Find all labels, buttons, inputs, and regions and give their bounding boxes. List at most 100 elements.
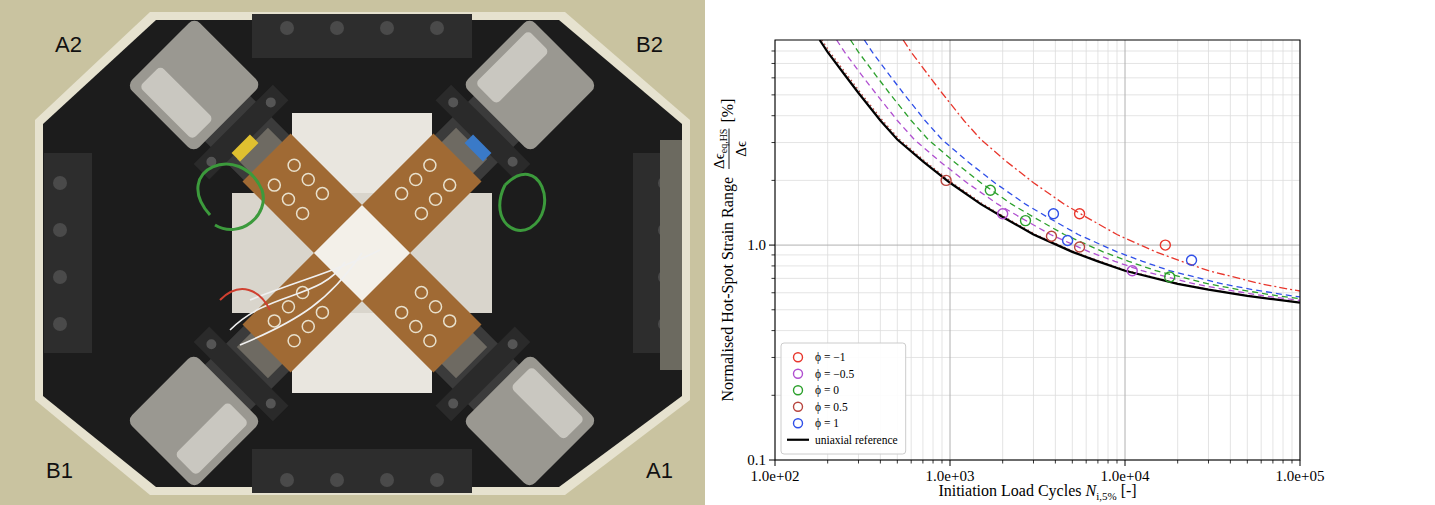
y-axis-title-denominator: Δϵ bbox=[733, 141, 749, 157]
data-point bbox=[1127, 266, 1137, 276]
minor-tick-x bbox=[922, 460, 923, 464]
tick-y bbox=[769, 460, 775, 461]
minor-grid-x bbox=[1002, 40, 1003, 460]
minor-grid-y bbox=[775, 50, 1300, 51]
bolt bbox=[53, 270, 67, 284]
bolt bbox=[506, 337, 520, 351]
hole bbox=[413, 205, 430, 222]
bolt bbox=[53, 223, 67, 237]
plot-frame bbox=[775, 40, 1300, 460]
side-plate bbox=[660, 140, 682, 370]
legend-entry: ϕ = 1 bbox=[794, 417, 840, 430]
minor-grid-x bbox=[922, 40, 923, 460]
y-axis-title-inner: Normalised Hot-Spot Strain RangeΔϵeq,HSΔ… bbox=[711, 99, 749, 402]
corner-label: B2 bbox=[636, 32, 663, 57]
bolt bbox=[430, 473, 444, 487]
legend: ϕ = −1 ϕ = −0.5 ϕ = 0 ϕ = 0.5 ϕ = 1 uniaxial … bbox=[781, 343, 906, 454]
minor-tick-y bbox=[772, 292, 776, 293]
bolt bbox=[330, 21, 344, 35]
tick-x bbox=[1125, 460, 1126, 466]
bolt bbox=[280, 473, 294, 487]
hole bbox=[314, 185, 331, 202]
fit-line bbox=[822, 40, 1300, 303]
wall-shade bbox=[0, 0, 705, 505]
tag bbox=[232, 135, 259, 162]
minor-tick-x bbox=[1116, 460, 1117, 464]
minor-grid-x bbox=[1283, 40, 1284, 460]
minor-tick-x bbox=[1097, 460, 1098, 464]
x-axis-title-subscript: i,5% bbox=[1096, 490, 1116, 502]
minor-tick-x bbox=[941, 460, 942, 464]
minor-tick-y bbox=[772, 142, 776, 143]
hole bbox=[314, 304, 331, 321]
minor-tick-y bbox=[772, 63, 776, 64]
x-axis-title: Initiation Load Cycles Ni,5% [-] bbox=[938, 482, 1136, 502]
hole bbox=[266, 177, 283, 194]
hole bbox=[280, 298, 297, 315]
fit-line bbox=[864, 40, 1300, 299]
data-point bbox=[1075, 242, 1085, 252]
hole bbox=[393, 304, 410, 321]
minor-grid-x bbox=[1247, 40, 1248, 460]
minor-grid-x bbox=[941, 40, 942, 460]
legend-label: ϕ = −0.5 bbox=[815, 368, 854, 381]
legend-entry: uniaxial reference bbox=[787, 434, 898, 446]
actuator-highlight bbox=[175, 401, 249, 475]
data bbox=[820, 40, 1300, 303]
minor-grid-x bbox=[1291, 40, 1292, 460]
minor-tick-y bbox=[772, 50, 776, 51]
hole bbox=[427, 298, 444, 315]
wire bbox=[198, 164, 263, 229]
minor-grid-y bbox=[775, 330, 1300, 331]
hole bbox=[421, 332, 438, 349]
tick-label-y: 1.0 bbox=[747, 237, 766, 253]
minor-tick-x bbox=[1208, 460, 1209, 464]
bolt bbox=[264, 95, 278, 109]
hole bbox=[407, 318, 424, 335]
hole bbox=[280, 191, 297, 208]
fit-line bbox=[837, 40, 1300, 303]
bolt bbox=[330, 473, 344, 487]
minor-grid-y bbox=[775, 309, 1300, 310]
y-axis-title-unit: [%] bbox=[719, 99, 736, 123]
minor-tick-y bbox=[772, 278, 776, 279]
minor-tick-x bbox=[1230, 460, 1231, 464]
minor-tick-x bbox=[1283, 460, 1284, 464]
data-point bbox=[941, 175, 951, 185]
bolt bbox=[430, 21, 444, 35]
minor-tick-x bbox=[1055, 460, 1056, 464]
legend-marker bbox=[794, 386, 803, 395]
minor-grid-x bbox=[1108, 40, 1109, 460]
minor-tick-y bbox=[772, 254, 776, 255]
legend-label: ϕ = 0 bbox=[815, 384, 839, 397]
hole bbox=[286, 332, 303, 349]
minor-tick-x bbox=[1033, 460, 1034, 464]
minor-grid-y bbox=[775, 254, 1300, 255]
minor-tick-x bbox=[1291, 460, 1292, 464]
legend-marker bbox=[794, 419, 803, 428]
minor-grid-x bbox=[933, 40, 934, 460]
y-axis-title-numerator-symbol: Δϵ bbox=[711, 153, 727, 169]
legend-entry: ϕ = 0 bbox=[794, 384, 840, 397]
hole bbox=[300, 171, 317, 188]
photo-panel: A2B2B1A1 bbox=[0, 0, 705, 505]
tick-label-x: 1.0e+02 bbox=[751, 468, 800, 484]
legend-box bbox=[781, 343, 906, 454]
legend-label: ϕ = −1 bbox=[815, 351, 846, 364]
legend-label: ϕ = 0.5 bbox=[815, 401, 848, 414]
minor-grid-y bbox=[775, 180, 1300, 181]
minor-tick-x bbox=[827, 460, 828, 464]
minor-tick-x bbox=[1108, 460, 1109, 464]
x-axis-title-text: Initiation Load Cycles bbox=[938, 482, 1085, 500]
clamp-top bbox=[252, 14, 472, 58]
tick-label-x: 1.0e+05 bbox=[1276, 468, 1325, 484]
data-point bbox=[1046, 231, 1056, 241]
clamp-left bbox=[44, 153, 92, 353]
grid-y bbox=[775, 245, 1300, 246]
hole bbox=[407, 171, 424, 188]
y-axis-title-numerator: Δϵeq,HS bbox=[711, 129, 729, 169]
ticks: 1.0e+021.0e+031.0e+041.0e+050.11.0 bbox=[747, 51, 1324, 484]
data-point bbox=[1063, 236, 1073, 246]
minor-tick-y bbox=[772, 357, 776, 358]
wire bbox=[500, 174, 545, 230]
